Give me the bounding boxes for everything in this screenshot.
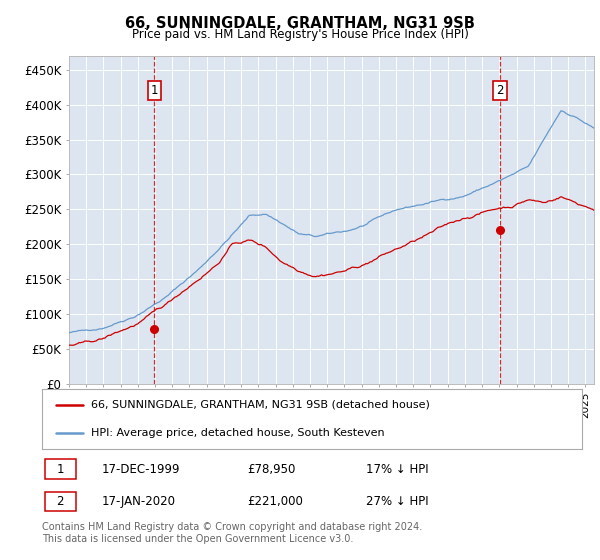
Text: £78,950: £78,950 (247, 463, 296, 475)
Text: 2: 2 (496, 85, 504, 97)
Text: £221,000: £221,000 (247, 494, 303, 508)
Text: 27% ↓ HPI: 27% ↓ HPI (366, 494, 428, 508)
Text: 1: 1 (151, 85, 158, 97)
FancyBboxPatch shape (45, 459, 76, 479)
Text: 17% ↓ HPI: 17% ↓ HPI (366, 463, 428, 475)
Text: 17-DEC-1999: 17-DEC-1999 (101, 463, 180, 475)
Text: 1: 1 (56, 463, 64, 475)
Text: Price paid vs. HM Land Registry's House Price Index (HPI): Price paid vs. HM Land Registry's House … (131, 28, 469, 41)
Text: HPI: Average price, detached house, South Kesteven: HPI: Average price, detached house, Sout… (91, 428, 384, 438)
Text: Contains HM Land Registry data © Crown copyright and database right 2024.
This d: Contains HM Land Registry data © Crown c… (42, 522, 422, 544)
Text: 2: 2 (56, 494, 64, 508)
Text: 17-JAN-2020: 17-JAN-2020 (101, 494, 175, 508)
Text: 66, SUNNINGDALE, GRANTHAM, NG31 9SB: 66, SUNNINGDALE, GRANTHAM, NG31 9SB (125, 16, 475, 31)
FancyBboxPatch shape (45, 492, 76, 511)
Text: 66, SUNNINGDALE, GRANTHAM, NG31 9SB (detached house): 66, SUNNINGDALE, GRANTHAM, NG31 9SB (det… (91, 400, 430, 410)
